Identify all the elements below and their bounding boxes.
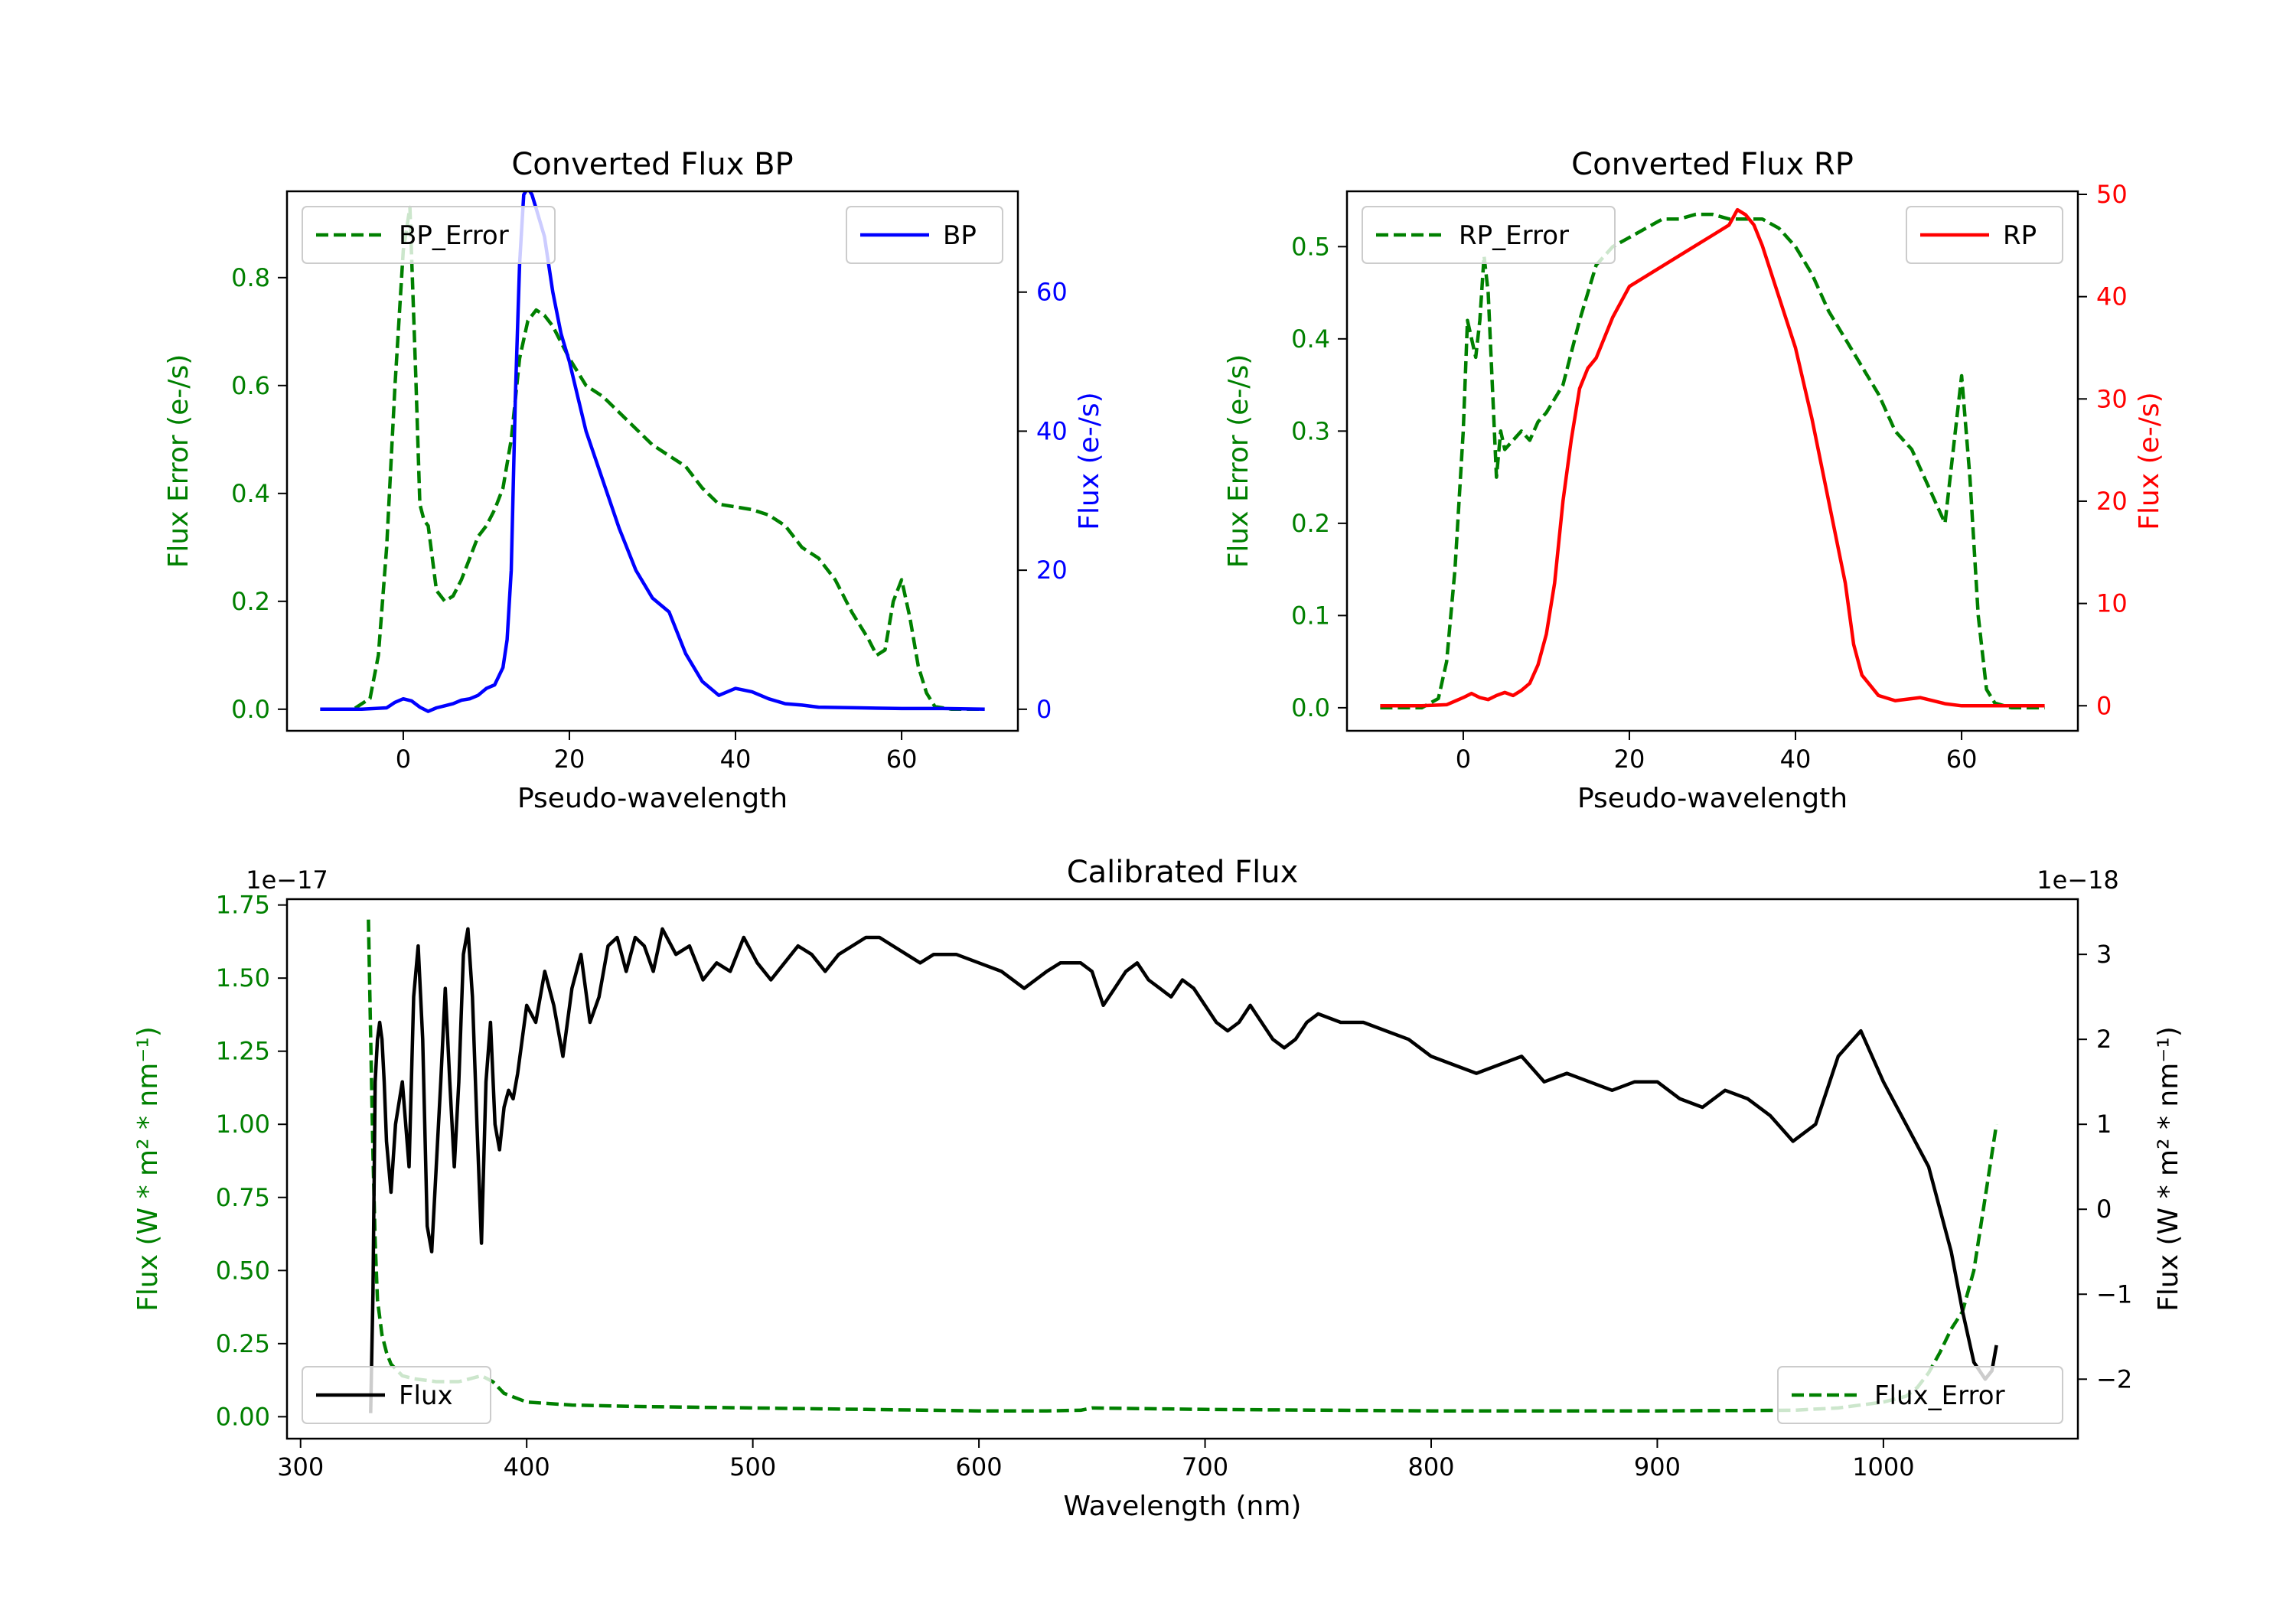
calibrated-series-flux-error xyxy=(367,919,1998,1413)
rp-ytick-right-label: 30 xyxy=(2096,384,2128,413)
calibrated-offset-right: 1e−18 xyxy=(2037,865,2119,895)
bp-legend-left: BP_Error xyxy=(302,206,556,264)
calibrated-ytick-left-label: 0.50 xyxy=(216,1256,270,1285)
rp-ytick-left-label: 0.4 xyxy=(1291,324,1330,354)
legend-label: BP_Error xyxy=(399,220,509,251)
rp-ytick-right-label: 40 xyxy=(2096,282,2128,311)
calibrated-ytick-right-label: 2 xyxy=(2096,1025,2112,1054)
calibrated-ytick-right-label: −1 xyxy=(2096,1279,2132,1309)
rp-ytick-left-label: 0.3 xyxy=(1291,416,1330,445)
calibrated-offset-left: 1e−17 xyxy=(246,865,328,895)
bp-ytick-right-label: 20 xyxy=(1036,556,1068,585)
calibrated-xtick-label: 800 xyxy=(1407,1452,1454,1482)
calibrated-xtick-label: 500 xyxy=(729,1452,776,1482)
rp-title: Converted Flux RP xyxy=(1571,147,1854,182)
rp-xlabel: Pseudo-wavelength xyxy=(1577,783,1848,814)
calibrated-legend-left: Flux xyxy=(302,1366,491,1424)
rp-ytick-left-label: 0.0 xyxy=(1291,693,1330,722)
calibrated-ytick-left-label: 1.00 xyxy=(216,1110,270,1139)
rp-ytick-right-label: 20 xyxy=(2096,487,2128,516)
calibrated-xtick-label: 400 xyxy=(504,1452,550,1482)
legend-box xyxy=(302,206,556,264)
calibrated-ytick-right-label: 3 xyxy=(2096,940,2112,969)
rp-legend-right: RP xyxy=(1906,206,2063,264)
legend-label: BP xyxy=(943,220,977,251)
rp-ytick-left-label: 0.1 xyxy=(1291,601,1330,630)
rp-series-group xyxy=(1380,207,2045,710)
bp-ytick-right-label: 40 xyxy=(1036,416,1068,445)
bp-xtick-label: 40 xyxy=(720,745,752,774)
calibrated-ytick-left-label: 0.00 xyxy=(216,1402,270,1431)
bp-xtick-label: 60 xyxy=(886,745,918,774)
calibrated-ylabel-right: Flux (W * m² * nm⁻¹) xyxy=(2153,1026,2184,1312)
bp-ytick-left-label: 0.6 xyxy=(231,371,270,400)
bp-ylabel-left: Flux Error (e-/s) xyxy=(163,354,194,569)
calibrated-ytick-left-label: 0.25 xyxy=(216,1329,270,1358)
bp-xtick-label: 20 xyxy=(554,745,585,774)
calibrated-ytick-left-label: 1.25 xyxy=(216,1037,270,1066)
bp-plot-frame xyxy=(285,190,1019,732)
bp-xlabel: Pseudo-wavelength xyxy=(517,783,788,814)
bp-xtick-label: 0 xyxy=(396,745,411,774)
legend-label: RP_Error xyxy=(1459,220,1569,251)
rp-ylabel-left: Flux Error (e-/s) xyxy=(1223,354,1254,569)
legend-label: Flux xyxy=(399,1380,453,1411)
rp-chart: 0 20 40 60 0.0 0.1 0.2 0.3 0.4 0.5 0 10 20 30 40 50 Conv… xyxy=(1223,147,2165,814)
legend-box xyxy=(1362,206,1616,264)
bp-ytick-right-label: 0 xyxy=(1036,695,1052,724)
calibrated-xtick-label: 1000 xyxy=(1852,1452,1914,1482)
calibrated-xlabel: Wavelength (nm) xyxy=(1064,1491,1302,1522)
bp-series-bp-error xyxy=(320,205,985,712)
bp-ytick-left-label: 0.8 xyxy=(231,263,270,292)
calibrated-ytick-left-label: 1.75 xyxy=(216,891,270,920)
rp-ytick-right-label: 10 xyxy=(2096,589,2128,618)
calibrated-ytick-left-label: 0.75 xyxy=(216,1183,270,1212)
bp-series-bp xyxy=(320,191,985,713)
bp-series-group xyxy=(320,191,985,713)
bp-ytick-left-label: 0.4 xyxy=(231,479,270,508)
calibrated-ytick-left-label: 1.50 xyxy=(216,963,270,993)
calibrated-series-group xyxy=(367,919,1998,1413)
rp-series-rp xyxy=(1380,207,2045,708)
calibrated-chart: 300 400 500 600 700 800 900 1000 0.00 0.25 0.50 0.7… xyxy=(132,855,2184,1522)
rp-series-rp-error xyxy=(1380,212,2045,710)
rp-xtick-label: 40 xyxy=(1780,745,1812,774)
calibrated-ylabel-left: Flux (W * m² * nm⁻¹) xyxy=(132,1026,164,1312)
calibrated-ytick-right-label: 1 xyxy=(2096,1110,2112,1139)
rp-plot-frame xyxy=(1345,190,2079,732)
rp-ytick-right-label: 50 xyxy=(2096,180,2128,209)
rp-ytick-left-label: 0.5 xyxy=(1291,232,1330,261)
bp-ytick-left-label: 0.0 xyxy=(231,695,270,724)
rp-ytick-left-label: 0.2 xyxy=(1291,509,1330,538)
rp-xtick-label: 60 xyxy=(1946,745,1978,774)
rp-legend-left: RP_Error xyxy=(1362,206,1616,264)
rp-ylabel-right: Flux (e-/s) xyxy=(2134,392,2165,530)
legend-box xyxy=(302,1366,491,1424)
calibrated-title: Calibrated Flux xyxy=(1067,855,1299,890)
calibrated-legend-right: Flux_Error xyxy=(1777,1366,2063,1424)
rp-xtick-label: 0 xyxy=(1456,745,1471,774)
bp-ytick-left-label: 0.2 xyxy=(231,587,270,616)
bp-title: Converted Flux BP xyxy=(511,147,793,182)
calibrated-xtick-label: 300 xyxy=(277,1452,324,1482)
calibrated-ytick-right-label: 0 xyxy=(2096,1195,2112,1224)
bp-ytick-right-label: 60 xyxy=(1036,278,1068,307)
legend-label: Flux_Error xyxy=(1874,1380,2005,1411)
calibrated-ytick-right-label: −2 xyxy=(2096,1364,2132,1393)
bp-legend-right: BP xyxy=(846,206,1003,264)
calibrated-xtick-label: 600 xyxy=(956,1452,1003,1482)
rp-xtick-label: 20 xyxy=(1614,745,1645,774)
rp-ytick-right-label: 0 xyxy=(2096,691,2112,720)
legend-box xyxy=(1777,1366,2063,1424)
legend-label: RP xyxy=(2003,220,2037,251)
bp-ylabel-right: Flux (e-/s) xyxy=(1074,392,1105,530)
calibrated-xtick-label: 700 xyxy=(1182,1452,1228,1482)
calibrated-series-flux xyxy=(369,927,1998,1413)
calibrated-xtick-label: 900 xyxy=(1634,1452,1681,1482)
calibrated-plot-frame xyxy=(285,898,2079,1440)
bp-chart: 0 20 40 60 0.0 0.2 0.4 0.6 0.8 0 20 40 60 Converted F… xyxy=(163,147,1105,814)
